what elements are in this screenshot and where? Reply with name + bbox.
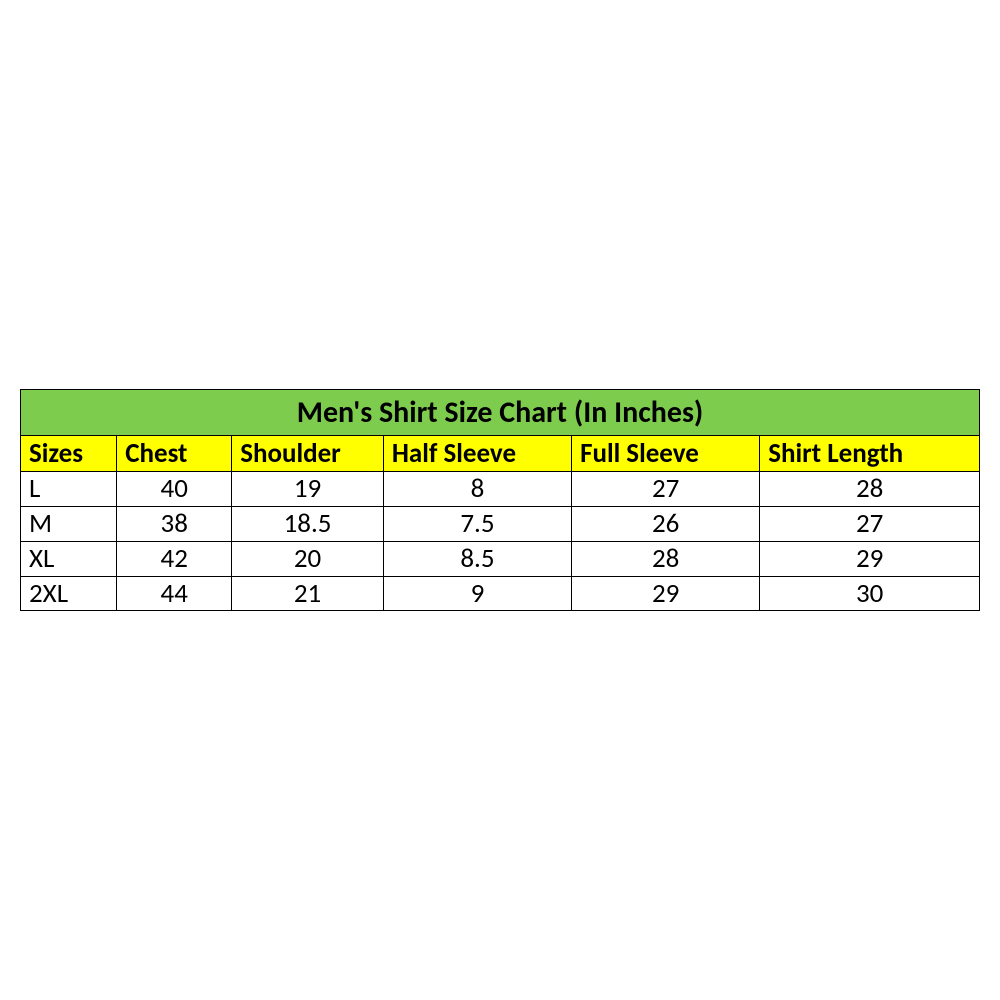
cell-size: XL: [21, 541, 117, 576]
table-row: L 40 19 8 27 28: [21, 472, 980, 507]
cell-value: 44: [117, 576, 232, 611]
cell-value: 29: [760, 541, 980, 576]
table-title: Men's Shirt Size Chart (In Inches): [21, 389, 980, 435]
cell-value: 26: [572, 507, 760, 542]
cell-size: 2XL: [21, 576, 117, 611]
header-row: Sizes Chest Shoulder Half Sleeve Full Sl…: [21, 435, 980, 472]
cell-value: 18.5: [232, 507, 384, 542]
cell-value: 8: [383, 472, 571, 507]
col-header-half-sleeve: Half Sleeve: [383, 435, 571, 472]
cell-value: 8.5: [383, 541, 571, 576]
size-chart-table: Men's Shirt Size Chart (In Inches) Sizes…: [20, 389, 980, 611]
table-row: M 38 18.5 7.5 26 27: [21, 507, 980, 542]
cell-value: 40: [117, 472, 232, 507]
cell-value: 42: [117, 541, 232, 576]
cell-value: 20: [232, 541, 384, 576]
cell-value: 27: [760, 507, 980, 542]
cell-value: 28: [760, 472, 980, 507]
size-chart-container: Men's Shirt Size Chart (In Inches) Sizes…: [20, 389, 980, 611]
cell-value: 38: [117, 507, 232, 542]
cell-size: L: [21, 472, 117, 507]
cell-size: M: [21, 507, 117, 542]
cell-value: 9: [383, 576, 571, 611]
title-row: Men's Shirt Size Chart (In Inches): [21, 389, 980, 435]
col-header-sizes: Sizes: [21, 435, 117, 472]
cell-value: 21: [232, 576, 384, 611]
table-row: 2XL 44 21 9 29 30: [21, 576, 980, 611]
col-header-chest: Chest: [117, 435, 232, 472]
col-header-shoulder: Shoulder: [232, 435, 384, 472]
cell-value: 28: [572, 541, 760, 576]
col-header-full-sleeve: Full Sleeve: [572, 435, 760, 472]
cell-value: 27: [572, 472, 760, 507]
cell-value: 7.5: [383, 507, 571, 542]
cell-value: 29: [572, 576, 760, 611]
cell-value: 19: [232, 472, 384, 507]
col-header-shirt-length: Shirt Length: [760, 435, 980, 472]
cell-value: 30: [760, 576, 980, 611]
table-row: XL 42 20 8.5 28 29: [21, 541, 980, 576]
